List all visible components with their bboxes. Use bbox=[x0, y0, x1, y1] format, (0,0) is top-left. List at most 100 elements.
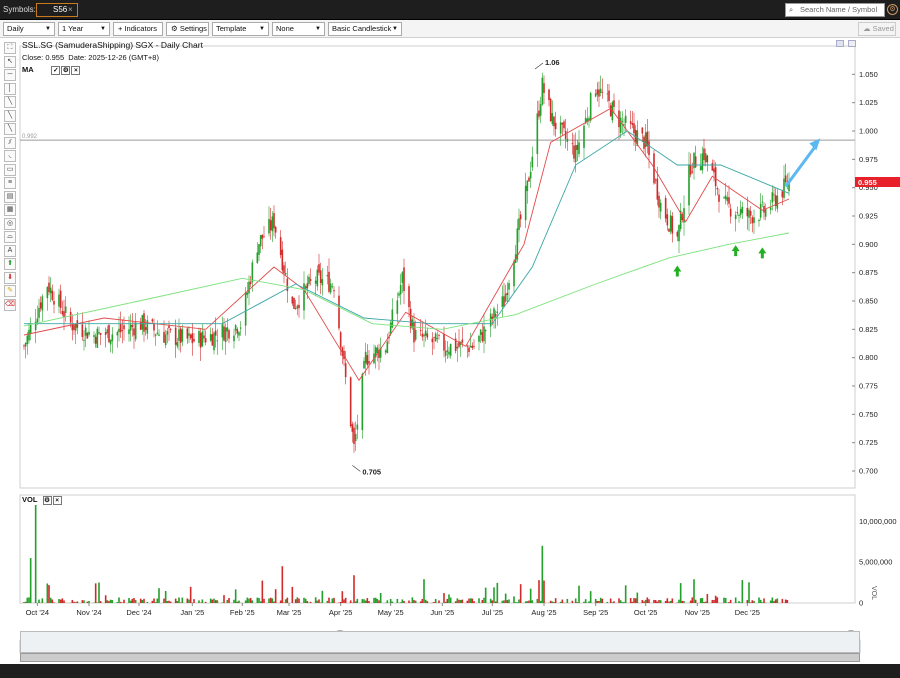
candle-body bbox=[116, 332, 119, 336]
candle-body bbox=[269, 220, 272, 231]
candle-body bbox=[139, 322, 142, 330]
price-chart[interactable]: 0.700 0.725 0.750 0.775 0.800 0.825 0.850 0.875… bbox=[0, 38, 900, 664]
volume-bar bbox=[258, 598, 260, 603]
drawing-toolbar: ⛶ ↖ ─ │ ╲ ╲ ╲ ⫽ ◟ ▭ ≡ ▤ ▦ ◎ ⌓ A ⬆ ⬇ ✎ ⌫ bbox=[4, 42, 16, 312]
channel-icon[interactable]: ⫽ bbox=[4, 136, 16, 149]
candle-body bbox=[153, 324, 155, 331]
gear-icon[interactable]: ⚙ bbox=[42, 495, 52, 505]
gear-icon[interactable]: ⚙ bbox=[61, 65, 71, 75]
candle-body bbox=[144, 327, 147, 331]
candle-body bbox=[71, 323, 74, 331]
volume-bar bbox=[454, 601, 457, 603]
volume-bar bbox=[408, 600, 410, 603]
volume-bar bbox=[598, 600, 600, 603]
template-dropdown[interactable]: Template ▼ bbox=[212, 22, 269, 36]
volume-bar bbox=[134, 600, 137, 603]
check-icon[interactable]: ✓ bbox=[51, 65, 61, 75]
saved-button[interactable]: ☁ Saved bbox=[858, 22, 896, 36]
candle-body bbox=[154, 334, 157, 336]
volume-bar bbox=[666, 598, 669, 603]
volume-bar bbox=[238, 600, 240, 603]
arc-icon[interactable]: ◟ bbox=[4, 150, 16, 162]
trend-line-icon[interactable]: ╲ bbox=[4, 96, 16, 108]
volume-bar bbox=[274, 589, 277, 603]
candle-body bbox=[413, 321, 415, 343]
fibonacci-icon[interactable]: ≡ bbox=[4, 177, 16, 189]
close-icon[interactable]: × bbox=[68, 5, 73, 14]
overlay-dropdown[interactable]: None ▼ bbox=[272, 22, 325, 36]
candle-body bbox=[339, 332, 342, 348]
candle-body bbox=[303, 283, 305, 311]
restore-icon[interactable] bbox=[848, 40, 856, 47]
horizontal-line-icon[interactable]: ─ bbox=[4, 69, 16, 81]
search-input[interactable]: ⌕ Search Name / Symbol bbox=[785, 3, 885, 17]
candle-body bbox=[198, 331, 200, 344]
navigator-scrollbar[interactable] bbox=[20, 653, 860, 662]
candle-body bbox=[186, 328, 189, 339]
gear-icon[interactable]: ⚙ bbox=[887, 4, 898, 15]
candle-body bbox=[118, 328, 120, 333]
volume-bar bbox=[471, 598, 474, 603]
volume-bar bbox=[606, 601, 609, 603]
volume-bar bbox=[566, 598, 569, 603]
text-icon[interactable]: A bbox=[4, 244, 16, 257]
crosshair-icon[interactable]: ⛶ bbox=[4, 42, 16, 54]
pencil-icon[interactable]: ✎ bbox=[4, 285, 16, 297]
ma-indicator: MA ✓ ⚙ × bbox=[22, 65, 81, 75]
vol-axis-title: VOL bbox=[870, 586, 877, 600]
eraser-icon[interactable]: ⌫ bbox=[4, 298, 16, 311]
candle-body bbox=[758, 219, 760, 222]
symbol-tab[interactable]: S56 × bbox=[36, 3, 78, 17]
volume-bar bbox=[531, 600, 534, 603]
candle-body bbox=[294, 308, 297, 309]
interval-dropdown[interactable]: Daily ▼ bbox=[3, 22, 55, 36]
y-tick-label: 1.025 bbox=[859, 98, 878, 107]
candle-body bbox=[554, 122, 557, 130]
volume-bar bbox=[701, 597, 704, 603]
indicators-button[interactable]: + Indicators bbox=[113, 22, 163, 36]
volume-bar bbox=[541, 545, 544, 603]
volume-bar bbox=[214, 600, 217, 603]
volume-bar bbox=[233, 599, 235, 603]
volume-bar bbox=[201, 599, 204, 603]
volume-bar bbox=[574, 598, 577, 603]
close-icon[interactable]: × bbox=[71, 65, 81, 75]
gann-icon[interactable]: ▦ bbox=[4, 204, 16, 216]
range-dropdown[interactable]: 1 Year ▼ bbox=[58, 22, 110, 36]
chart-style-dropdown[interactable]: Basic Candlestick ▼ bbox=[328, 22, 402, 36]
circle-icon[interactable]: ◎ bbox=[4, 217, 16, 230]
vertical-line-icon[interactable]: │ bbox=[4, 82, 16, 95]
volume-bar bbox=[631, 601, 634, 603]
settings-button[interactable]: ⚙ Settings bbox=[166, 22, 209, 36]
candle-body bbox=[251, 262, 254, 282]
last-price-label: 0.955 bbox=[858, 178, 877, 187]
volume-bar bbox=[58, 599, 60, 603]
candle-body bbox=[293, 297, 295, 309]
candle-body bbox=[694, 156, 697, 168]
candle-body bbox=[291, 296, 294, 304]
volume-bar bbox=[704, 601, 707, 603]
volume-bar bbox=[763, 598, 765, 603]
candle-body bbox=[588, 118, 590, 121]
ray-icon[interactable]: ╲ bbox=[4, 109, 16, 122]
pointer-icon[interactable]: ↖ bbox=[4, 55, 16, 68]
candle-body bbox=[398, 293, 400, 296]
candle-body bbox=[739, 208, 742, 215]
arrow-down-icon[interactable]: ⬇ bbox=[4, 271, 16, 284]
candle-body bbox=[258, 244, 260, 255]
fib-fan-icon[interactable]: ▤ bbox=[4, 190, 16, 203]
navigator[interactable] bbox=[20, 631, 860, 653]
extended-line-icon[interactable]: ╲ bbox=[4, 123, 16, 135]
close-icon[interactable]: × bbox=[52, 495, 62, 505]
rectangle-icon[interactable]: ▭ bbox=[4, 163, 16, 176]
arrow-up-icon[interactable]: ⬆ bbox=[4, 258, 16, 270]
candle-body bbox=[61, 310, 64, 315]
volume-bar bbox=[538, 580, 540, 603]
candle-body bbox=[664, 198, 667, 219]
volume-bar bbox=[503, 600, 505, 603]
candle-body bbox=[434, 333, 437, 342]
pitchfork-icon[interactable]: ⌓ bbox=[4, 231, 16, 243]
maximize-icon[interactable] bbox=[836, 40, 844, 47]
candles bbox=[23, 72, 790, 453]
volume-bar bbox=[246, 597, 249, 603]
